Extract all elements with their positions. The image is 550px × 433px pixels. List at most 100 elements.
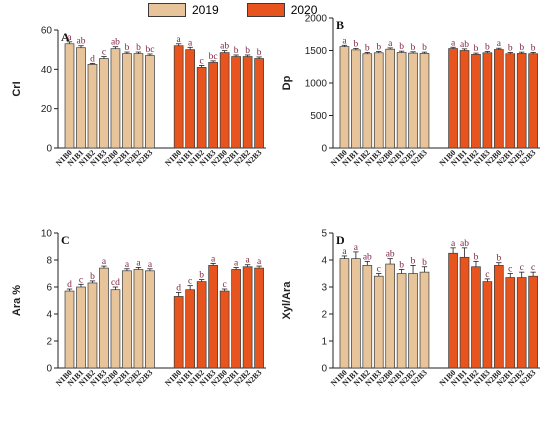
y-tick-label: 0 bbox=[321, 144, 327, 155]
significance-letter: bc bbox=[145, 45, 154, 55]
legend-swatch-2020 bbox=[246, 3, 285, 17]
significance-letter: a bbox=[354, 243, 359, 253]
bar-2020-N1B1 bbox=[185, 49, 195, 149]
y-tick-label: 1500 bbox=[305, 46, 328, 57]
significance-letter: a bbox=[451, 239, 456, 249]
bar-2020-N2B2 bbox=[242, 56, 253, 149]
y-tick-label: 8 bbox=[46, 256, 52, 267]
panel-label: D bbox=[336, 233, 345, 247]
bar-2020-N1B1 bbox=[185, 289, 195, 369]
y-axis-label: Ara % bbox=[11, 285, 23, 316]
bar-2019-N1B0 bbox=[64, 43, 75, 149]
bar-2020-N2B1 bbox=[231, 269, 241, 369]
y-tick-label: 0 bbox=[46, 144, 52, 155]
significance-letter: ab bbox=[220, 42, 229, 52]
bar-2020-N2B3 bbox=[254, 267, 264, 369]
significance-letter: b bbox=[245, 46, 250, 56]
significance-letter: a bbox=[451, 38, 456, 48]
significance-letter: ab bbox=[460, 40, 469, 50]
significance-letter: b bbox=[474, 252, 479, 262]
y-tick-label: 500 bbox=[310, 111, 327, 122]
bar-2020-N2B3 bbox=[254, 58, 264, 149]
bar-2019-N1B1 bbox=[351, 258, 361, 369]
bar-2019-N2B1 bbox=[396, 52, 407, 149]
y-tick-label: 4 bbox=[321, 256, 327, 267]
significance-letter: c bbox=[508, 265, 512, 275]
significance-letter: a bbox=[67, 33, 72, 43]
bar-2020-N1B0 bbox=[173, 296, 184, 369]
bar-2020-N1B2 bbox=[196, 281, 207, 369]
significance-letter: cd bbox=[111, 278, 120, 288]
y-axis-label: CrI bbox=[11, 81, 23, 96]
bar-2019-N1B2 bbox=[87, 64, 98, 149]
significance-letter: a bbox=[125, 260, 130, 270]
significance-letter: d bbox=[67, 280, 72, 290]
y-tick-label: 20 bbox=[41, 104, 53, 115]
y-tick-label: 0 bbox=[321, 364, 327, 375]
significance-letter: c bbox=[485, 270, 489, 280]
y-tick-label: 10 bbox=[41, 229, 53, 240]
bar-2019-N2B1 bbox=[122, 53, 132, 149]
y-tick-label: 1000 bbox=[305, 79, 328, 90]
significance-letter: b bbox=[496, 254, 501, 264]
bar-2020-N2B0 bbox=[494, 265, 504, 369]
bar-2020-N1B1 bbox=[459, 50, 470, 149]
significance-letter: a bbox=[148, 260, 153, 270]
bar-2019-N2B1 bbox=[122, 270, 132, 369]
bar-2020-N1B3 bbox=[482, 52, 493, 149]
bar-2019-N2B3 bbox=[145, 270, 155, 369]
significance-letter: b bbox=[531, 43, 536, 53]
bar-2020-N1B2 bbox=[471, 266, 481, 369]
bar-2020-N1B0 bbox=[448, 252, 458, 369]
y-tick-label: 6 bbox=[46, 283, 52, 294]
significance-letter: a bbox=[136, 258, 141, 268]
panel-label: A bbox=[61, 30, 70, 44]
bar-2019-N1B0 bbox=[339, 46, 350, 149]
bar-2019-N2B0 bbox=[110, 48, 121, 149]
bar-2020-N2B3 bbox=[528, 275, 538, 369]
bar-2020-N2B1 bbox=[231, 56, 241, 149]
significance-letter: a bbox=[102, 257, 107, 267]
significance-letter: ab bbox=[76, 37, 85, 47]
bar-2019-N1B0 bbox=[64, 290, 75, 369]
significance-letter: c bbox=[223, 280, 227, 290]
significance-letter: b bbox=[257, 48, 262, 58]
panel-label: B bbox=[336, 18, 344, 32]
significance-letter: d bbox=[176, 283, 181, 293]
y-axis-label: Xyl/Ara bbox=[281, 281, 293, 320]
bar-2019-N1B0 bbox=[339, 258, 350, 369]
significance-letter: b bbox=[376, 42, 381, 52]
legend-label-2019: 2019 bbox=[192, 3, 219, 17]
significance-letter: b bbox=[422, 43, 427, 53]
significance-letter: b bbox=[136, 43, 141, 53]
significance-letter: b bbox=[399, 260, 404, 270]
significance-letter: c bbox=[102, 48, 106, 58]
significance-letter: a bbox=[388, 39, 393, 49]
significance-letter: c bbox=[200, 56, 204, 66]
significance-letter: a bbox=[342, 36, 347, 46]
bar-2020-N1B3 bbox=[482, 281, 493, 369]
bar-2020-N1B1 bbox=[459, 256, 470, 369]
bar-2020-N2B0 bbox=[494, 49, 504, 149]
significance-letter: a bbox=[211, 254, 216, 264]
bar-2019-N1B1 bbox=[76, 286, 86, 369]
legend-swatch-2019 bbox=[148, 3, 186, 17]
bar-2019-N2B3 bbox=[419, 53, 430, 149]
significance-letter: a bbox=[177, 35, 182, 45]
significance-letter: c bbox=[520, 263, 524, 273]
bar-2020-N1B2 bbox=[196, 67, 207, 149]
bar-2020-N2B0 bbox=[219, 52, 230, 149]
bar-2020-N1B0 bbox=[448, 48, 458, 149]
bar-2019-N2B0 bbox=[110, 289, 121, 369]
legend-item-2020: 2020 bbox=[246, 3, 317, 17]
y-tick-label: 3 bbox=[321, 283, 327, 294]
significance-letter: a bbox=[342, 247, 347, 257]
significance-letter: b bbox=[474, 44, 479, 54]
bar-2019-N2B1 bbox=[396, 273, 407, 369]
bar-2019-N2B0 bbox=[385, 48, 395, 149]
bar-2020-N1B0 bbox=[173, 45, 184, 149]
significance-letter: b bbox=[365, 43, 370, 53]
bar-2020-N2B0 bbox=[219, 290, 230, 369]
significance-letter: b bbox=[90, 272, 95, 282]
